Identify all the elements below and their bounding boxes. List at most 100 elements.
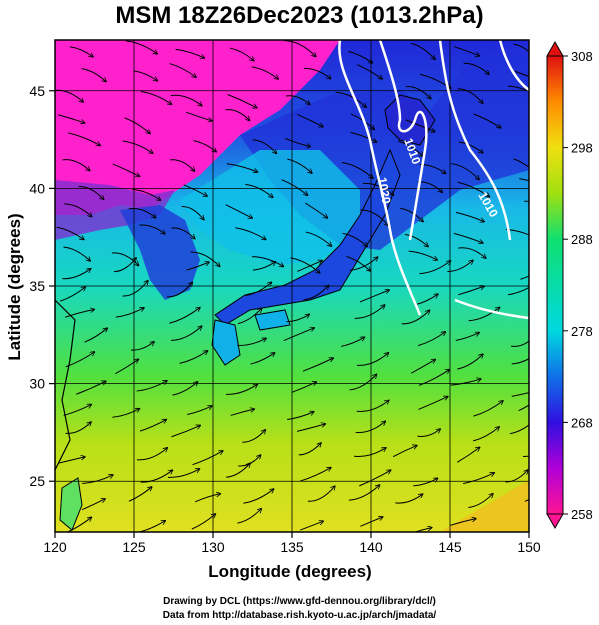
streamline	[523, 455, 529, 457]
streamline	[225, 109, 249, 121]
streamline	[473, 113, 501, 128]
x-tick-label: 130	[201, 539, 225, 555]
streamline	[55, 89, 83, 102]
streamline	[284, 137, 310, 146]
streamline	[354, 448, 386, 457]
streamline	[235, 227, 265, 240]
streamline	[69, 46, 93, 57]
streamline	[187, 406, 211, 416]
streamline	[68, 132, 100, 145]
streamline	[355, 421, 385, 434]
streamline	[287, 412, 313, 421]
streamline	[60, 287, 85, 302]
streamline	[112, 163, 140, 176]
streamline	[514, 70, 529, 77]
streamline	[509, 424, 529, 435]
streamline	[408, 250, 437, 260]
streamline	[167, 283, 192, 298]
streamline	[304, 202, 327, 218]
streamline	[356, 353, 388, 366]
streamline	[457, 181, 490, 197]
streamline	[230, 409, 254, 416]
streamline	[64, 203, 91, 217]
streamline	[140, 470, 173, 483]
y-tick-label: 35	[29, 278, 45, 294]
x-tick-label: 145	[438, 539, 462, 555]
streamline	[122, 281, 148, 297]
streamline	[458, 247, 485, 258]
streamline	[511, 358, 529, 365]
colorbar-tick-label: 308	[571, 49, 593, 64]
streamline	[302, 358, 333, 372]
streamline	[237, 509, 261, 524]
streamline	[362, 182, 394, 195]
streamline	[250, 353, 275, 365]
streamline	[417, 429, 440, 437]
streamline	[413, 528, 432, 532]
streamline	[226, 163, 258, 172]
streamline	[59, 457, 84, 464]
streamline	[186, 262, 209, 271]
streamline	[193, 140, 216, 152]
streamline	[455, 333, 479, 341]
streamline	[511, 392, 529, 397]
streamline	[136, 448, 167, 461]
streamline	[84, 328, 108, 343]
x-tick-label: 135	[280, 539, 304, 555]
streamline	[171, 426, 200, 438]
streamline	[463, 62, 489, 74]
y-tick-label: 25	[29, 473, 45, 489]
streamline	[520, 275, 529, 280]
streamline	[397, 140, 423, 156]
streamline	[58, 114, 84, 123]
streamline	[128, 487, 152, 502]
streamline	[349, 257, 378, 271]
honshu	[214, 148, 401, 326]
streamline	[291, 382, 317, 393]
streamline	[243, 489, 273, 504]
streamline	[192, 451, 223, 466]
x-tick-label: 150	[517, 539, 541, 555]
streamline	[357, 64, 382, 79]
streamline	[450, 163, 479, 180]
streamline	[229, 47, 254, 60]
streamline	[171, 326, 201, 341]
streamline	[115, 359, 138, 375]
streamline	[395, 494, 422, 504]
credit-drawing: Drawing by DCL (https://www.gfd-dennou.o…	[163, 596, 436, 607]
streamline	[285, 95, 310, 105]
streamline	[342, 232, 368, 246]
streamline	[305, 231, 332, 246]
streamline	[139, 420, 166, 432]
streamline	[82, 475, 112, 484]
streamline	[419, 261, 450, 275]
streamline	[341, 337, 364, 347]
streamline	[405, 86, 431, 99]
streamline	[133, 70, 157, 81]
streamline	[63, 246, 91, 261]
streamline	[411, 42, 435, 59]
streamline	[457, 88, 483, 103]
streamline	[468, 494, 492, 509]
streamline	[348, 485, 380, 501]
streamline	[169, 308, 199, 324]
colorbar: 258 268 278 288 298 308	[546, 40, 593, 530]
streamline	[65, 422, 91, 434]
streamline	[179, 351, 208, 364]
y-axis: 25 30 35 40 45	[29, 83, 55, 489]
streamline	[167, 469, 199, 478]
streamline	[139, 224, 165, 234]
streamline	[124, 117, 150, 133]
colorbar-tick-label: 258	[571, 507, 593, 522]
streamline	[130, 342, 154, 351]
streamline	[450, 379, 481, 386]
streamline	[237, 338, 266, 346]
streamline	[453, 232, 483, 243]
streamline	[65, 352, 95, 368]
x-tick-label: 125	[122, 539, 146, 555]
streamline	[463, 473, 494, 485]
streamline	[524, 200, 529, 203]
streamline	[400, 207, 423, 221]
streamline	[171, 227, 194, 239]
